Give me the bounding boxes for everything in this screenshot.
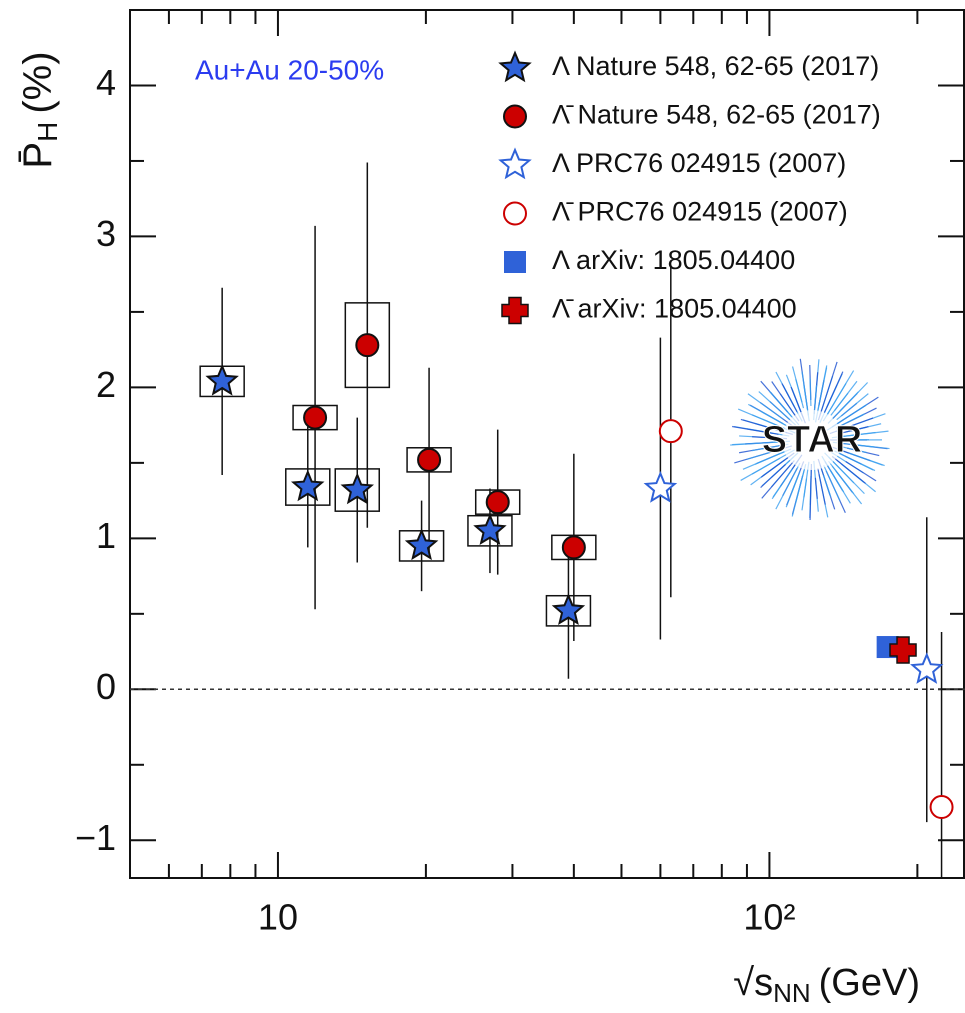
x-axis-label: √sNN (GeV): [733, 962, 920, 1008]
star-marker: [205, 363, 239, 396]
logo-burst: [822, 370, 855, 422]
y-label-main: P̄: [16, 142, 60, 169]
legend-label: Λ PRC76 024915 (2007): [552, 148, 846, 178]
star-marker: [340, 472, 374, 505]
logo-burst: [771, 381, 800, 422]
logo-burst: [848, 452, 885, 467]
logo-burst: [831, 455, 866, 484]
logo-burst: [775, 462, 801, 510]
logo-burst: [758, 391, 797, 426]
star-marker: [291, 469, 325, 502]
logo-burst: [768, 390, 793, 418]
logo-burst: [747, 393, 784, 420]
logo-burst: [828, 460, 855, 495]
logo-burst: [817, 365, 828, 412]
star-marker: [498, 50, 532, 83]
annotation: Au+Au 20-50%: [195, 54, 384, 85]
circle-marker: [355, 333, 380, 358]
logo-burst: [817, 361, 838, 421]
logo-burst: [823, 371, 844, 413]
logo-burst: [830, 470, 845, 493]
logo-burst: [830, 380, 858, 416]
logo-burst: [823, 465, 841, 502]
square-marker: [504, 251, 526, 273]
logo-burst: [836, 393, 869, 421]
logo-burst: [785, 471, 801, 508]
y-label-sub: H: [32, 122, 63, 142]
cross-marker: [501, 296, 529, 325]
circle-marker: [485, 490, 510, 515]
star-marker: [404, 528, 439, 561]
logo-burst: [791, 464, 807, 517]
y-tick-label: 2: [96, 364, 116, 405]
logo-burst: [746, 450, 776, 460]
logo-burst: [841, 446, 867, 454]
y-tick-label: 4: [96, 62, 116, 103]
logo-burst: [814, 477, 818, 499]
y-tick-label: 0: [96, 666, 116, 707]
logo-burst: [849, 443, 890, 450]
logo-burst: [771, 468, 793, 500]
y-label-unit: (%): [16, 51, 60, 113]
circle-marker: [658, 419, 683, 444]
logo-burst: [751, 457, 781, 475]
logo-burst: [809, 378, 812, 407]
logo-burst: [803, 478, 808, 498]
legend-label: Λ̄ arXiv: 1805.04400: [552, 294, 797, 324]
x-label-sub: NN: [773, 978, 811, 1008]
logo-burst: [834, 450, 876, 472]
plot-frame: [129, 9, 965, 879]
logo-burst: [751, 443, 789, 452]
legend-label: Λ̄ PRC76 024915 (2007): [552, 197, 848, 227]
y-tick-label: 3: [96, 213, 116, 254]
logo-burst: [752, 436, 788, 440]
logo-burst: [737, 408, 780, 428]
legend-label: Λ̄ Nature 548, 62-65 (2017): [552, 100, 881, 130]
circle-marker: [303, 405, 328, 430]
logo-burst: [761, 460, 795, 499]
logo-burst: [760, 464, 786, 488]
logo-burst: [845, 460, 877, 482]
star-marker: [643, 470, 678, 503]
logo-burst: [839, 391, 859, 412]
logo-burst: [817, 468, 826, 505]
logo-burst: [839, 426, 869, 435]
y-tick-label: −1: [75, 817, 116, 858]
logo-burst: [795, 378, 805, 409]
y-tick-label: 1: [96, 515, 116, 556]
x-label-unit: (GeV): [819, 962, 920, 1004]
x-tick-label: 10: [258, 897, 298, 938]
circle-marker: [561, 535, 586, 560]
legend-label: Λ arXiv: 1805.04400: [552, 245, 795, 275]
x-tick-label: 10²: [743, 897, 795, 938]
circle-marker: [503, 104, 527, 129]
circle-marker: [929, 795, 954, 820]
logo-burst: [781, 383, 798, 413]
star-marker: [910, 652, 944, 684]
circle-marker: [503, 201, 527, 226]
logo-burst: [732, 425, 779, 435]
logo-burst: [823, 474, 832, 498]
logo-text: STAR: [762, 419, 863, 461]
logo-burst: [835, 413, 866, 429]
y-axis-label: P̄H (%): [16, 51, 64, 168]
logo-burst: [730, 441, 780, 446]
star-marker: [551, 593, 586, 625]
star-marker: [498, 147, 532, 180]
logo-core: [782, 410, 842, 470]
logo-burst: [809, 463, 813, 520]
x-label-main: √s: [733, 962, 773, 1004]
legend-label: Λ Nature 548, 62-65 (2017): [552, 51, 879, 81]
circle-marker: [417, 447, 442, 472]
star-marker: [473, 513, 507, 546]
cross-marker: [889, 636, 917, 664]
